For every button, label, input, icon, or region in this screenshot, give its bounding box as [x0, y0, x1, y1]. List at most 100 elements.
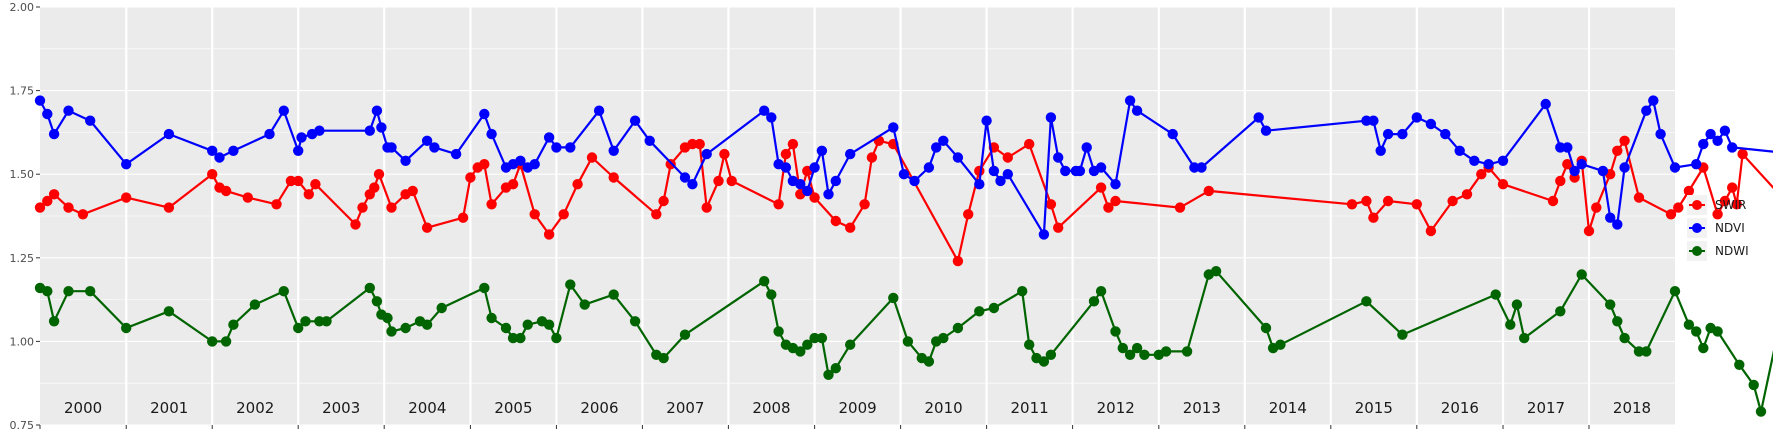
data-point-swir — [1719, 195, 1731, 207]
data-point-ndwi — [163, 306, 175, 317]
data-point-swir — [220, 185, 232, 197]
data-point-ndwi — [988, 302, 1000, 314]
data-point-ndwi — [1110, 326, 1121, 337]
data-point-ndwi — [1095, 286, 1107, 297]
data-point-swir — [963, 209, 974, 220]
y-tick-label: 0.75 — [10, 419, 35, 432]
data-point-ndvi — [515, 155, 526, 166]
year-label: 2009 — [839, 399, 877, 417]
data-point-ndvi — [823, 189, 834, 200]
data-point-ndvi — [1368, 115, 1379, 126]
data-point-ndwi — [1734, 359, 1745, 370]
data-point-ndwi — [1181, 346, 1193, 357]
legend-label-ndvi: NDVI — [1715, 221, 1745, 235]
data-point-ndvi — [314, 125, 325, 136]
data-point-ndvi — [1562, 142, 1573, 153]
data-point-swir — [407, 185, 418, 197]
legend-key-point — [1692, 246, 1702, 256]
data-point-swir — [207, 169, 218, 180]
data-point-swir — [34, 202, 46, 213]
year-label: 2007 — [666, 399, 704, 417]
data-point-ndwi — [278, 286, 289, 297]
data-point-swir — [457, 212, 469, 223]
data-point-ndwi — [48, 316, 60, 327]
data-point-ndvi — [1698, 138, 1709, 150]
data-point-swir — [1411, 199, 1423, 210]
data-point-ndvi — [593, 105, 605, 116]
data-point-swir — [1023, 138, 1035, 150]
data-point-ndwi — [479, 282, 490, 294]
data-point-ndvi — [42, 108, 53, 120]
year-label: 2008 — [752, 399, 790, 417]
data-point-swir — [845, 222, 856, 233]
data-point-ndwi — [249, 299, 261, 310]
data-point-swir — [479, 159, 490, 170]
data-point-ndwi — [1712, 326, 1723, 337]
data-point-ndvi — [1727, 142, 1738, 153]
data-point-ndwi — [382, 312, 393, 324]
data-point-ndwi — [228, 319, 239, 330]
data-point-ndvi — [898, 169, 910, 180]
data-point-ndvi — [679, 172, 691, 183]
data-point-ndwi — [565, 279, 576, 290]
data-point-swir — [1727, 182, 1738, 193]
data-point-swir — [1673, 202, 1684, 213]
data-point-swir — [651, 209, 662, 220]
data-point-swir — [350, 219, 361, 230]
data-point-swir — [303, 189, 314, 200]
data-point-ndvi — [1060, 165, 1071, 177]
data-point-ndvi — [400, 155, 411, 166]
data-point-swir — [974, 165, 985, 177]
data-point-ndwi — [1361, 296, 1372, 307]
data-point-ndwi — [42, 286, 53, 297]
data-point-ndvi — [1641, 105, 1652, 116]
data-point-swir — [1053, 222, 1064, 233]
data-point-ndwi — [658, 352, 669, 364]
data-point-ndvi — [163, 128, 175, 140]
data-point-ndwi — [902, 336, 914, 347]
data-point-ndwi — [371, 296, 383, 307]
data-point-ndvi — [1597, 165, 1609, 177]
data-point-swir — [608, 172, 619, 183]
data-point-ndwi — [543, 319, 555, 330]
data-point-ndvi — [1411, 112, 1423, 123]
data-point-swir — [1731, 199, 1742, 210]
data-point-swir — [1562, 159, 1573, 170]
year-labels: 2000 2001 2002 2003 2004 2005 2006 2007 2008 2009… — [39, 399, 1651, 429]
data-point-ndvi — [995, 175, 1006, 187]
data-point-ndwi — [85, 286, 96, 297]
data-point-swir — [1712, 209, 1723, 220]
data-point-ndwi — [1519, 332, 1530, 344]
data-point-ndvi — [938, 135, 949, 146]
data-point-ndwi — [1555, 306, 1566, 317]
legend-label-swir: SWIR — [1715, 198, 1746, 212]
data-point-ndwi — [1023, 339, 1035, 350]
data-point-ndwi — [1160, 346, 1172, 357]
data-point-swir — [1547, 195, 1559, 207]
data-point-swir — [369, 182, 380, 193]
data-point-swir — [952, 255, 964, 267]
data-point-ndwi — [486, 312, 497, 324]
y-tick-label: 2.00 — [10, 1, 35, 14]
data-point-ndvi — [1382, 128, 1394, 140]
legend: SWIR NDVI NDWI — [1687, 195, 1749, 261]
data-point-ndvi — [450, 148, 462, 160]
data-point-ndvi — [1131, 105, 1143, 116]
data-point-swir — [48, 189, 60, 200]
data-point-ndwi — [364, 282, 375, 294]
data-point-ndvi — [981, 115, 992, 126]
data-point-ndvi — [802, 185, 813, 197]
data-point-ndwi — [1210, 266, 1222, 277]
data-point-ndvi — [371, 105, 383, 116]
data-point-ndvi — [608, 145, 619, 156]
data-point-ndvi — [952, 152, 964, 163]
data-point-ndvi — [34, 95, 46, 106]
year-label: 2011 — [1011, 399, 1049, 417]
data-point-ndwi — [1605, 299, 1616, 310]
data-point-ndvi — [1260, 125, 1272, 136]
y-tick-label: 1.00 — [10, 335, 35, 348]
data-point-ndwi — [974, 306, 985, 317]
data-point-swir — [1002, 152, 1013, 163]
data-point-ndvi — [1705, 128, 1716, 140]
data-point-ndwi — [845, 339, 856, 350]
